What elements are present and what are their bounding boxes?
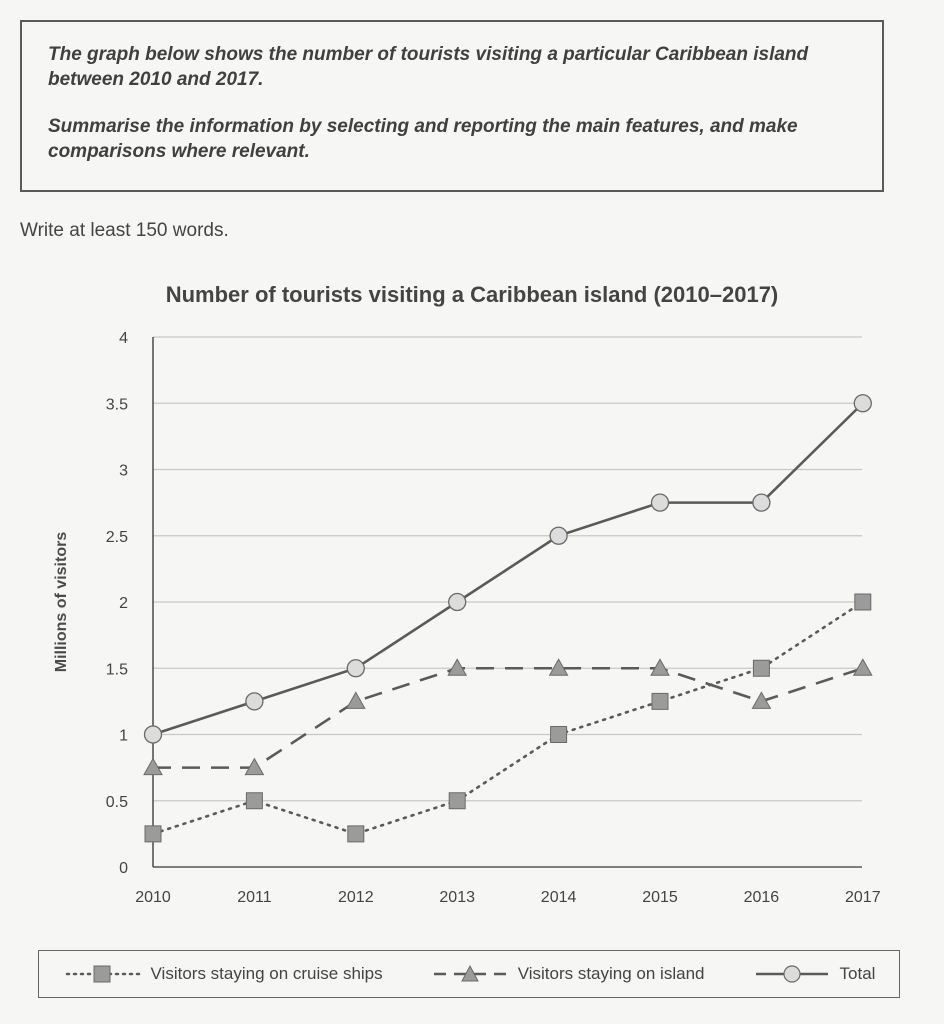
y-tick-label: 1 bbox=[119, 728, 128, 745]
chart-title: Number of tourists visiting a Caribbean … bbox=[165, 282, 779, 307]
y-tick-label: 2.5 bbox=[106, 529, 128, 546]
data-point-triangle bbox=[345, 691, 366, 709]
legend-swatch-total bbox=[755, 965, 828, 983]
data-point-square bbox=[550, 726, 568, 743]
legend-item-cruise: Visitors staying on cruise ships bbox=[63, 964, 383, 984]
legend-item-total: Total bbox=[752, 964, 876, 984]
data-point-square bbox=[448, 792, 466, 810]
task-paragraph-1: The graph below shows the number of tour… bbox=[48, 44, 809, 90]
series-line-triangle bbox=[153, 666, 864, 769]
x-tick-label: 2012 bbox=[338, 889, 374, 906]
data-point-circle bbox=[346, 659, 365, 678]
task-prompt-box: The graph below shows the number of tour… bbox=[20, 20, 884, 192]
data-point-triangle bbox=[244, 757, 265, 776]
x-tick-label: 2013 bbox=[439, 889, 475, 906]
legend-swatch-island bbox=[433, 964, 506, 982]
legend-swatch-cruise bbox=[65, 965, 140, 983]
y-axis-label: Millions of visitors bbox=[53, 531, 70, 673]
y-tick-label: 0 bbox=[119, 860, 128, 877]
series-line-circle bbox=[152, 402, 864, 736]
word-count-instruction: Write at least 150 words. bbox=[20, 220, 229, 241]
y-tick-label: 3.5 bbox=[106, 396, 128, 413]
data-point-triangle bbox=[751, 691, 772, 709]
data-point-circle bbox=[752, 493, 771, 512]
y-tick-label: 0.5 bbox=[106, 794, 128, 811]
y-tick-label: 4 bbox=[119, 330, 128, 347]
data-point-square bbox=[854, 593, 872, 611]
x-tick-label: 2010 bbox=[135, 889, 171, 906]
legend-item-island: Visitors staying on island bbox=[430, 964, 705, 984]
data-point-square bbox=[245, 792, 263, 810]
legend-label-island: Visitors staying on island bbox=[517, 964, 705, 983]
data-point-circle bbox=[650, 493, 670, 512]
data-point-square bbox=[347, 825, 365, 843]
legend-label-cruise: Visitors staying on cruise ships bbox=[150, 964, 383, 983]
data-point-circle bbox=[448, 592, 467, 612]
y-tick-label: 1.5 bbox=[106, 661, 128, 678]
x-tick-label: 2017 bbox=[845, 889, 881, 906]
task-paragraph-2: Summarise the information by selecting a… bbox=[48, 116, 798, 162]
y-tick-label: 3 bbox=[119, 463, 128, 480]
data-point-square bbox=[144, 825, 162, 843]
data-point-triangle bbox=[650, 658, 670, 676]
data-point-triangle bbox=[852, 658, 873, 676]
y-tick-label: 2 bbox=[119, 595, 128, 612]
data-point-triangle bbox=[548, 658, 569, 676]
data-point-square bbox=[752, 659, 770, 677]
data-point-triangle bbox=[143, 757, 163, 776]
x-tick-label: 2015 bbox=[642, 889, 678, 906]
data-point-circle bbox=[549, 526, 568, 545]
data-point-circle bbox=[143, 725, 163, 744]
data-point-triangle bbox=[447, 658, 468, 676]
legend-label-total: Total bbox=[839, 964, 876, 983]
chart-legend: Visitors staying on cruise ships Visitor… bbox=[38, 950, 900, 998]
line-chart: 0 0.5 1 1.5 2 2.5 3 3.5 4 2010 2011 2012 2013 2014 201… bbox=[106, 330, 881, 906]
x-tick-label: 2014 bbox=[541, 889, 577, 906]
data-point-square bbox=[651, 692, 669, 710]
x-tick-label: 2016 bbox=[744, 889, 780, 906]
data-point-circle bbox=[853, 394, 872, 413]
x-tick-label: 2011 bbox=[237, 889, 272, 906]
data-point-circle bbox=[245, 692, 264, 711]
